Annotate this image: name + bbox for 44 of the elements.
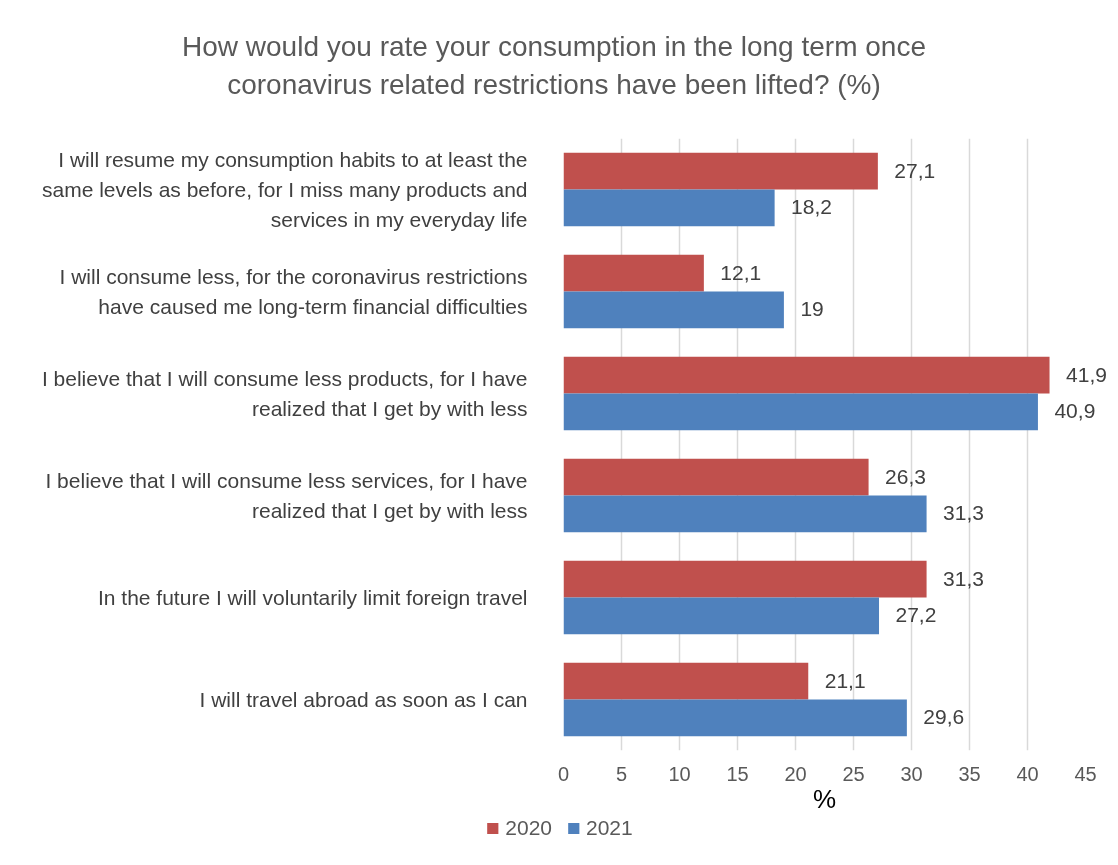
bar (563, 560, 927, 598)
data-label: 21,1 (824, 668, 866, 693)
bar (563, 699, 907, 737)
y-tick-label: I will consume less, for the coronavirus restrictions have caused me long-term financial difficulties (59, 265, 528, 318)
x-tick-label: 20 (784, 762, 807, 785)
x-tick-label: 30 (900, 762, 923, 785)
data-label: 31,3 (943, 501, 984, 526)
bar (563, 254, 704, 292)
x-tick-label: 40 (1016, 762, 1039, 785)
y-tick-label: I will travel abroad as soon as I can (199, 688, 528, 711)
data-label: 31,3 (943, 566, 984, 591)
data-label: 18,2 (791, 195, 832, 220)
legend-label: 2020 (505, 816, 552, 840)
y-tick-label: I believe that I will consume less products, for I have realized that I get by with less (41, 367, 528, 420)
data-label: 41,9 (1066, 362, 1107, 387)
x-tick-label: 10 (668, 762, 691, 785)
bar (563, 662, 809, 700)
bar (563, 458, 869, 496)
bar (563, 291, 784, 329)
data-label: 40,9 (1054, 399, 1096, 424)
y-tick-label: In the future I will voluntarily limit foreign travel (97, 586, 528, 609)
data-label: 27,1 (894, 158, 936, 183)
data-label: 29,6 (923, 705, 965, 730)
bar (563, 597, 880, 635)
y-tick-label: I believe that I will consume less services, for I have realized that I get by with less (45, 469, 528, 522)
bar (563, 393, 1038, 431)
y-tick-label: I will resume my consumption habits to at least the same levels as before, for I miss many products and services in my everyday life (41, 148, 528, 231)
x-tick-label: 5 (615, 762, 628, 785)
bar (563, 495, 927, 533)
bar (563, 152, 878, 190)
x-tick-label: 45 (1074, 762, 1097, 785)
data-label: 27,2 (895, 603, 937, 628)
bar (563, 189, 775, 227)
chart-title: How would you rate your consumption in the long term once coronavirus related restrictions have been lifted? (%) (181, 30, 927, 102)
x-tick-label: 35 (958, 762, 981, 785)
bar (563, 356, 1050, 394)
x-tick-label: 25 (842, 762, 865, 785)
data-label: 19 (800, 297, 824, 322)
x-tick-label: 0 (557, 762, 570, 785)
data-label: 26,3 (885, 464, 926, 489)
x-axis-title: % (812, 783, 837, 814)
data-label: 12,1 (720, 260, 762, 285)
legend-label: 2021 (586, 816, 633, 840)
x-tick-label: 15 (726, 762, 749, 785)
